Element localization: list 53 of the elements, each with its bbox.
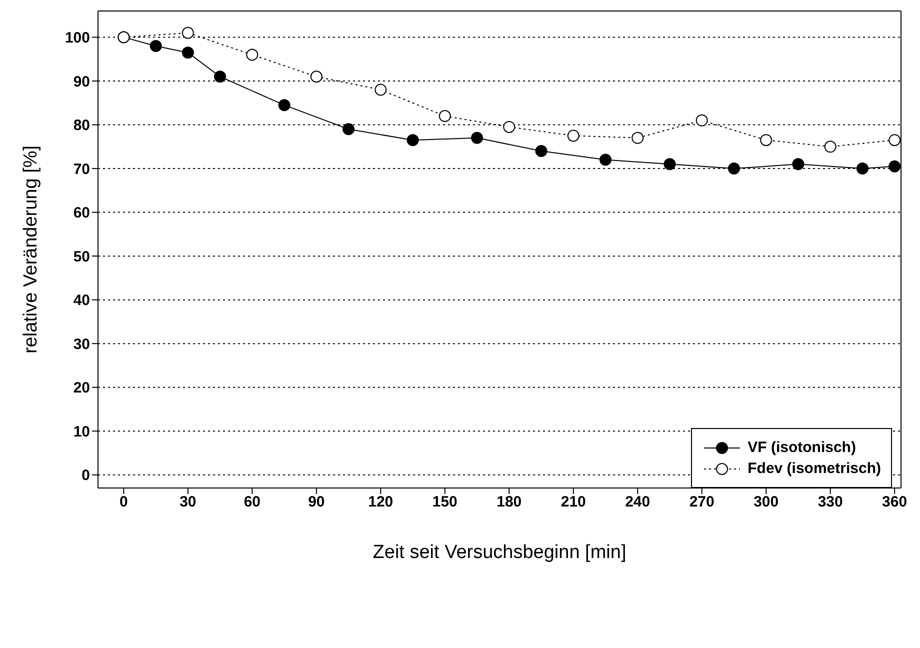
y-tick-label: 10 — [73, 423, 90, 440]
point — [278, 99, 290, 112]
point — [503, 120, 516, 133]
x-tick-label: 270 — [689, 494, 714, 511]
point — [150, 40, 162, 52]
y-tick-label: 30 — [73, 336, 90, 353]
point — [856, 162, 868, 175]
y-tick-label: 40 — [73, 292, 90, 310]
x-tick-label: 330 — [818, 494, 843, 511]
point — [696, 114, 708, 126]
y-tick-label: 20 — [73, 380, 90, 397]
x-tick-label: 360 — [882, 494, 908, 511]
point — [406, 134, 419, 146]
point — [342, 123, 355, 136]
x-tick-label: 240 — [625, 494, 650, 511]
point — [792, 158, 804, 170]
point — [214, 70, 226, 83]
x-tick-label: 0 — [120, 494, 128, 511]
x-axis-title: Zeit seit Versuchsbeginn [min] — [372, 542, 626, 563]
point — [438, 110, 451, 122]
point — [888, 160, 901, 172]
y-tick-label: 80 — [73, 117, 90, 134]
y-tick-label: 70 — [73, 160, 90, 178]
x-tick-label: 150 — [432, 494, 458, 511]
x-tick-label: 120 — [368, 494, 394, 511]
legend-label: Fdev (isometrisch) — [748, 460, 881, 477]
y-tick-label: 50 — [73, 248, 90, 266]
point — [374, 84, 387, 96]
legend-label: VF (isotonisch) — [748, 439, 856, 456]
point — [246, 48, 258, 61]
y-axis-title: relative Veränderung [%] — [20, 145, 42, 354]
point — [535, 145, 548, 158]
x-tick-label: 180 — [496, 494, 522, 511]
x-tick-label: 30 — [180, 494, 196, 511]
point — [760, 134, 772, 146]
y-tick-label: 90 — [73, 73, 90, 90]
point — [471, 132, 484, 144]
point — [567, 130, 580, 142]
y-tick-label: 0 — [82, 467, 90, 484]
point — [728, 162, 740, 175]
y-tick-label: 100 — [64, 30, 90, 47]
point — [182, 26, 194, 39]
x-tick-label: 210 — [560, 494, 586, 511]
x-tick-label: 300 — [754, 494, 779, 511]
y-tick-label: 60 — [73, 204, 90, 222]
point — [664, 158, 676, 170]
point — [632, 132, 644, 144]
point — [310, 70, 322, 83]
point — [182, 46, 194, 59]
x-tick-label: 90 — [308, 494, 325, 511]
x-tick-label: 60 — [244, 494, 261, 511]
point — [599, 154, 612, 166]
point — [824, 140, 836, 153]
